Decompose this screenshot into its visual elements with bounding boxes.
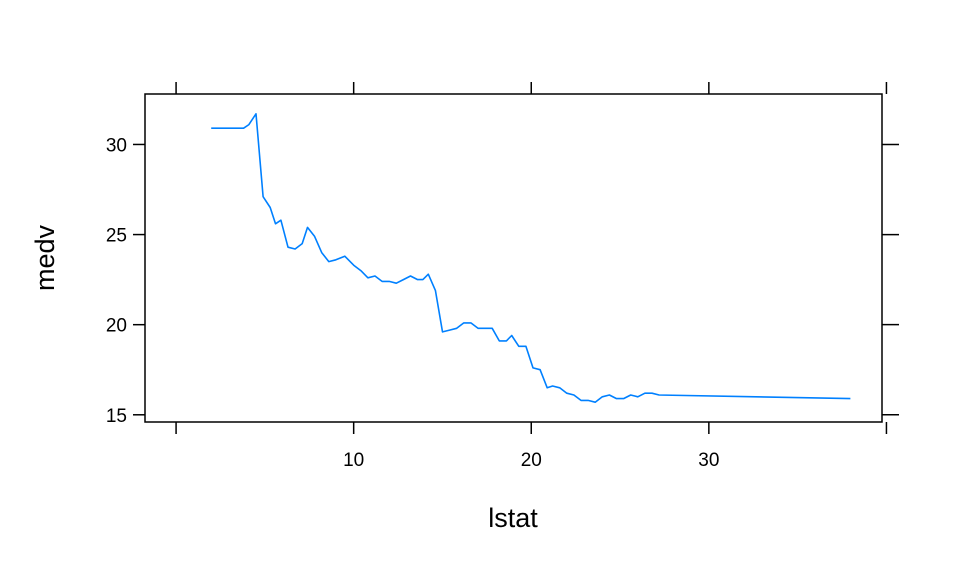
x-axis: 10 20 30 bbox=[175, 82, 888, 471]
y-tick-label: 25 bbox=[106, 226, 127, 247]
y-axis: 15 20 25 30 bbox=[106, 135, 899, 427]
y-tick-label: 30 bbox=[106, 135, 127, 156]
plot-panel bbox=[144, 93, 883, 423]
y-tick-label: 20 bbox=[106, 316, 127, 337]
x-tick-label: 30 bbox=[698, 450, 719, 471]
x-tick-label: 20 bbox=[521, 450, 542, 471]
x-tick-label: 10 bbox=[343, 450, 364, 471]
series-line bbox=[211, 113, 851, 403]
y-tick-label: 15 bbox=[106, 406, 127, 427]
x-axis-title: lstat bbox=[488, 503, 538, 533]
y-axis-title: medv bbox=[30, 224, 60, 291]
